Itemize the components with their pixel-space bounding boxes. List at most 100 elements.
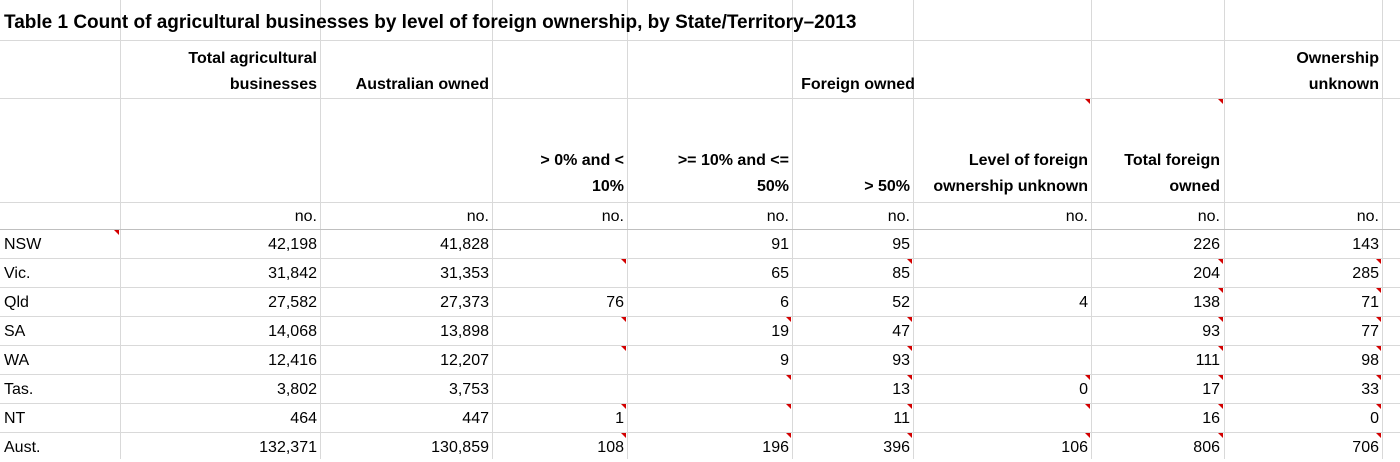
comment-indicator-icon[interactable] [1085,99,1090,104]
table-cell [913,230,1088,259]
comment-indicator-icon[interactable] [1218,99,1223,104]
comment-indicator-icon[interactable] [786,375,791,380]
comment-indicator-icon[interactable] [1376,317,1381,322]
comment-indicator-icon[interactable] [1085,433,1090,438]
table-cell: 285 [1352,265,1379,282]
table-cell: 91 [771,236,789,253]
table-cell: 12,416 [268,352,317,369]
comment-indicator-icon[interactable] [621,346,626,351]
table-cell [913,404,1088,433]
table-row: Qld 27,582 27,373 76 6 52 4 138 71 [0,288,1400,317]
header-ge10-le50: >= 10% and <= 50% [677,152,789,195]
comment-indicator-icon[interactable] [1218,433,1223,438]
row-label: SA [4,323,26,340]
row-label: Aust. [4,439,41,456]
header-gt0-lt10: > 0% and < 10% [540,152,624,195]
table-cell: 106 [1061,439,1088,456]
table-cell [492,375,624,404]
table-cell: 85 [892,265,910,282]
table-cell: 31,353 [440,265,489,282]
comment-indicator-icon[interactable] [1376,346,1381,351]
comment-indicator-icon[interactable] [621,433,626,438]
comment-indicator-icon[interactable] [114,230,119,235]
grid-line [0,403,1400,404]
comment-indicator-icon[interactable] [1085,404,1090,409]
table-cell: 108 [597,439,624,456]
table-cell: 196 [762,439,789,456]
table-cell: 143 [1352,236,1379,253]
table-cell: 13 [892,381,910,398]
comment-indicator-icon[interactable] [1218,288,1223,293]
table-cell: 0 [1370,410,1379,427]
table-cell: 132,371 [259,439,317,456]
comment-indicator-icon[interactable] [907,317,912,322]
header-level-foreign-unknown: Level of foreign ownership unknown [933,152,1088,195]
header-foreign-owned: Foreign owned [801,76,915,93]
header-total-agricultural-businesses: Total agricultural businesses [188,50,317,93]
table-cell: 138 [1193,294,1220,311]
comment-indicator-icon[interactable] [907,433,912,438]
grid-line [0,258,1400,259]
unit-label: no. [1197,208,1220,225]
comment-indicator-icon[interactable] [1218,317,1223,322]
unit-label: no. [601,208,624,225]
table-cell [913,317,1088,346]
comment-indicator-icon[interactable] [786,433,791,438]
comment-indicator-icon[interactable] [1218,346,1223,351]
grid-line [0,316,1400,317]
table-cell: 14,068 [268,323,317,340]
grid-line [0,40,1400,41]
unit-label: no. [766,208,789,225]
comment-indicator-icon[interactable] [1218,404,1223,409]
table-row: Vic. 31,842 31,353 65 85 204 285 [0,259,1400,288]
row-label: NT [4,410,26,427]
comment-indicator-icon[interactable] [1376,259,1381,264]
comment-indicator-icon[interactable] [1376,433,1381,438]
comment-indicator-icon[interactable] [786,317,791,322]
table-cell: 98 [1361,352,1379,369]
table-cell [492,259,624,288]
table-cell: 27,582 [268,294,317,311]
comment-indicator-icon[interactable] [1218,259,1223,264]
table-row: NT 464 447 1 11 16 0 [0,404,1400,433]
comment-indicator-icon[interactable] [1376,288,1381,293]
comment-indicator-icon[interactable] [786,404,791,409]
table-cell [492,230,624,259]
table-row: Tas. 3,802 3,753 13 0 17 33 [0,375,1400,404]
table-cell: 16 [1202,410,1220,427]
table-cell: 77 [1361,323,1379,340]
grid-line [0,202,1400,203]
grid-line [0,345,1400,346]
table-cell: 4 [1079,294,1088,311]
header-gt50: > 50% [864,178,910,195]
unit-label: no. [1356,208,1379,225]
header-australian-owned: Australian owned [355,76,489,93]
table-cell: 204 [1193,265,1220,282]
table-title: Table 1 Count of agricultural businesses… [4,12,857,33]
comment-indicator-icon[interactable] [907,375,912,380]
table-row: SA 14,068 13,898 19 47 93 77 [0,317,1400,346]
table-cell: 19 [771,323,789,340]
table-cell [627,375,789,404]
comment-indicator-icon[interactable] [1218,375,1223,380]
comment-indicator-icon[interactable] [621,259,626,264]
comment-indicator-icon[interactable] [1376,404,1381,409]
table-cell: 6 [780,294,789,311]
comment-indicator-icon[interactable] [907,404,912,409]
table-cell: 111 [1195,352,1220,369]
comment-indicator-icon[interactable] [621,317,626,322]
table-cell: 95 [892,236,910,253]
comment-indicator-icon[interactable] [1085,375,1090,380]
table-cell: 3,802 [276,381,317,398]
unit-label: no. [294,208,317,225]
comment-indicator-icon[interactable] [907,259,912,264]
comment-indicator-icon[interactable] [907,346,912,351]
unit-label: no. [1065,208,1088,225]
grid-line [0,287,1400,288]
header-total-foreign-owned: Total foreign owned [1124,152,1220,195]
table-cell: 464 [290,410,317,427]
table-cell: 11 [893,410,910,427]
comment-indicator-icon[interactable] [621,404,626,409]
comment-indicator-icon[interactable] [1376,375,1381,380]
